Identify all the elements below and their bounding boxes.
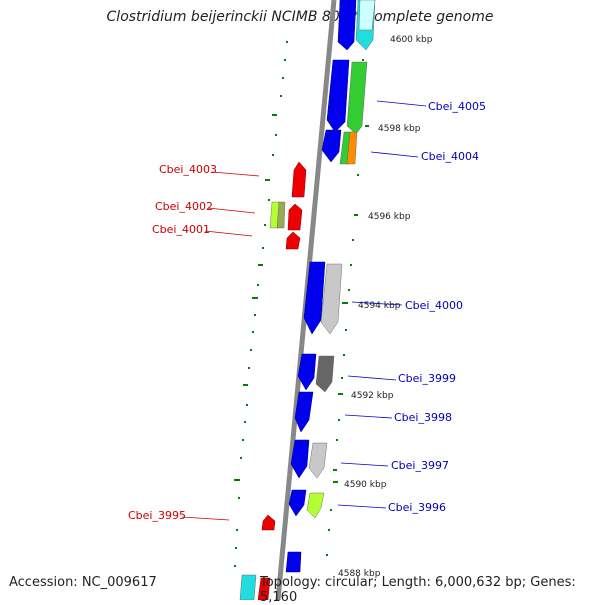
cds-arrow bbox=[337, 0, 357, 51]
kbp-tick-labels: 4600 kbp 4598 kbp 4596 kbp 4594 kbp 4592… bbox=[338, 35, 433, 579]
cog-feature-boxes[interactable] bbox=[306, 0, 376, 519]
kbp-label: 4596 kbp bbox=[368, 212, 411, 222]
gene-label: Cbei_3997 bbox=[391, 459, 449, 472]
reverse-cog-boxes[interactable] bbox=[239, 201, 286, 600]
gene-label: Cbei_3998 bbox=[394, 411, 452, 424]
topology-text: Topology: circular; Length: 6,000,632 bp… bbox=[260, 575, 576, 605]
gene-label: Cbei_3999 bbox=[398, 372, 456, 385]
kbp-label: 4592 kbp bbox=[351, 391, 394, 401]
cds-arrow bbox=[288, 489, 307, 517]
gene-label: Cbei_3996 bbox=[388, 501, 446, 514]
gene-label: Cbei_4000 bbox=[405, 299, 463, 312]
gene-label: Cbei_4005 bbox=[428, 100, 486, 113]
cds-arrow bbox=[294, 391, 314, 433]
leader-line bbox=[337, 504, 387, 509]
reverse-cds-features[interactable] bbox=[257, 161, 307, 600]
cog-box-green bbox=[346, 61, 368, 135]
leader-line bbox=[207, 207, 256, 214]
cog-box-olive-reverse bbox=[276, 201, 286, 229]
cds-arrow bbox=[285, 231, 301, 250]
leader-line bbox=[344, 414, 393, 419]
leader-line bbox=[351, 301, 403, 306]
cog-box-gray bbox=[320, 263, 343, 335]
gene-label: Cbei_3995 bbox=[128, 509, 186, 522]
cds-arrow bbox=[326, 59, 350, 133]
forward-cds-features[interactable] bbox=[285, 0, 357, 573]
kbp-label: 4600 kbp bbox=[390, 35, 433, 45]
cog-box-orange bbox=[346, 131, 358, 165]
cds-arrow bbox=[297, 353, 317, 391]
leader-line bbox=[204, 230, 253, 237]
kbp-label: 4598 kbp bbox=[378, 124, 421, 134]
inner-tick-trail bbox=[234, 41, 288, 567]
gene-label: Cbei_4001 bbox=[152, 223, 210, 236]
map-title: Clostridium beijerinckii NCIMB 8052, com… bbox=[106, 9, 494, 25]
leader-line bbox=[181, 516, 230, 521]
gene-label: Cbei_4002 bbox=[155, 200, 213, 213]
kbp-label: 4594 kbp bbox=[358, 301, 401, 311]
accession-text: Accession: NC_009617 bbox=[9, 575, 157, 590]
forward-gene-labels: Cbei_4005 Cbei_4004 Cbei_4000 Cbei_3999 … bbox=[337, 100, 486, 514]
leader-line bbox=[370, 151, 419, 158]
cds-arrow bbox=[303, 261, 326, 335]
outer-tick-trail bbox=[326, 59, 369, 556]
cog-box-cyan-light bbox=[358, 0, 376, 31]
cog-box-gray-lower bbox=[308, 442, 328, 479]
leader-line bbox=[347, 375, 397, 381]
leader-line bbox=[376, 100, 427, 107]
kbp-label: 4588 kbp bbox=[338, 569, 381, 579]
cds-arrow bbox=[285, 551, 302, 573]
cog-box-lime bbox=[306, 492, 325, 519]
cds-arrow bbox=[257, 577, 271, 600]
cog-box-darkgray bbox=[315, 355, 335, 393]
kbp-label: 4590 kbp bbox=[344, 480, 387, 490]
leader-line bbox=[340, 462, 389, 467]
cds-arrow bbox=[291, 161, 307, 198]
cds-arrow bbox=[321, 129, 342, 163]
cds-arrow bbox=[287, 203, 303, 231]
leader-line bbox=[211, 171, 260, 177]
gene-label: Cbei_4003 bbox=[159, 163, 217, 176]
gene-label: Cbei_4004 bbox=[421, 150, 479, 163]
cds-arrow bbox=[290, 439, 310, 479]
cog-box-cyan-bottom bbox=[239, 574, 257, 600]
reverse-gene-labels: Cbei_4003 Cbei_4002 Cbei_4001 Cbei_3995 bbox=[128, 163, 260, 522]
cds-arrow bbox=[261, 514, 276, 531]
